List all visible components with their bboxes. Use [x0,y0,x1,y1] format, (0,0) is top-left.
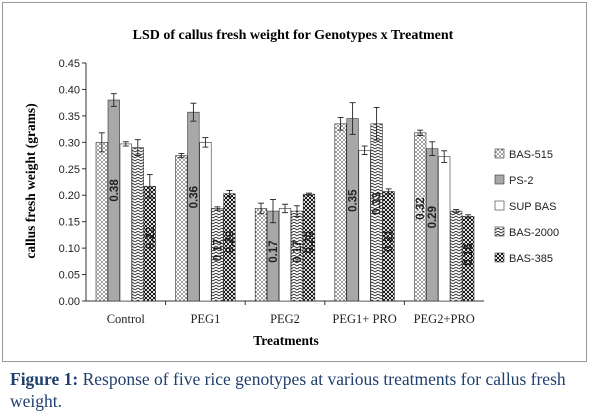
bar [450,210,463,302]
legend-entry-label: BAS-385 [509,253,553,265]
legend-entry-label: SUP BAS [509,201,557,213]
bar [334,123,347,302]
legend-entry-label: PS-2 [509,175,533,187]
y-axis-label: callus fresh weight (grams) [23,103,38,258]
y-tick-label: 0.20 [59,190,80,202]
legend-swatch [494,226,505,237]
y-tick-label: 0.45 [59,58,80,70]
x-tick-label: PEG2+PRO [414,312,475,326]
bar [119,143,132,302]
legend: BAS-515 PS-2 SUP BAS BAS-2000 BAS-385 [494,148,559,265]
y-tick-label: 0.30 [59,137,80,149]
y-tick-label: 0.25 [59,164,80,176]
bar [199,142,212,302]
x-tick-label: Control [107,312,146,326]
plot-area: 0.00 0.05 0.10 0.15 0.20 0.25 0.30 0.35 0.40 0.45… [59,58,484,326]
bar [358,149,371,302]
x-tick-label: PEG1+ PRO [332,312,396,326]
caption-label: Figure 1: [10,369,79,389]
x-tick-label: PEG2 [270,312,300,326]
y-tick-label: 0.00 [59,296,80,308]
legend-swatch [494,252,505,263]
data-label: 0.29 [427,206,439,228]
x-tick-label: PEG1 [190,312,220,326]
data-label: 0.21 [384,229,396,252]
bar [131,147,144,302]
bar-chart: LSD of callus fresh weight for Genotypes… [23,28,559,348]
data-label: 0.35 [348,189,360,212]
chart-title: LSD of callus fresh weight for Genotypes… [133,28,454,43]
data-label: 0.20 [224,231,236,253]
data-label: 0.33 [372,192,384,214]
bar [95,142,108,302]
data-label: 0.17 [268,240,280,262]
legend-swatch [494,148,505,159]
data-label: 0.22 [145,227,157,249]
legend-entry-label: BAS-2000 [509,227,559,239]
legend-entry-label: BAS-515 [509,149,553,161]
y-tick-label: 0.35 [59,111,80,123]
data-label: 0.32 [415,197,427,219]
data-label: 0.17 [292,240,304,262]
x-axis-label: Treatments [253,333,318,348]
y-tick-label: 0.40 [59,84,80,96]
data-label: 0.38 [109,179,121,202]
data-label: 0.16 [463,243,475,265]
data-label: 0.17 [212,239,224,261]
legend-swatch [494,200,505,211]
bar [438,156,451,302]
y-tick-label: 0.15 [59,217,80,229]
data-label: 0.36 [188,186,200,208]
bar [254,208,268,302]
y-tick-label: 0.10 [59,243,80,255]
caption-text: Response of five rice genotypes at vario… [10,369,566,411]
y-tick-label: 0.05 [59,270,80,282]
figure-caption: Figure 1: Response of five rice genotype… [10,368,585,412]
legend-swatch [494,174,505,185]
bar [278,208,292,302]
figure-frame: LSD of callus fresh weight for Genotypes… [2,2,587,362]
bar [175,155,188,302]
data-label: 0.20 [304,231,316,253]
